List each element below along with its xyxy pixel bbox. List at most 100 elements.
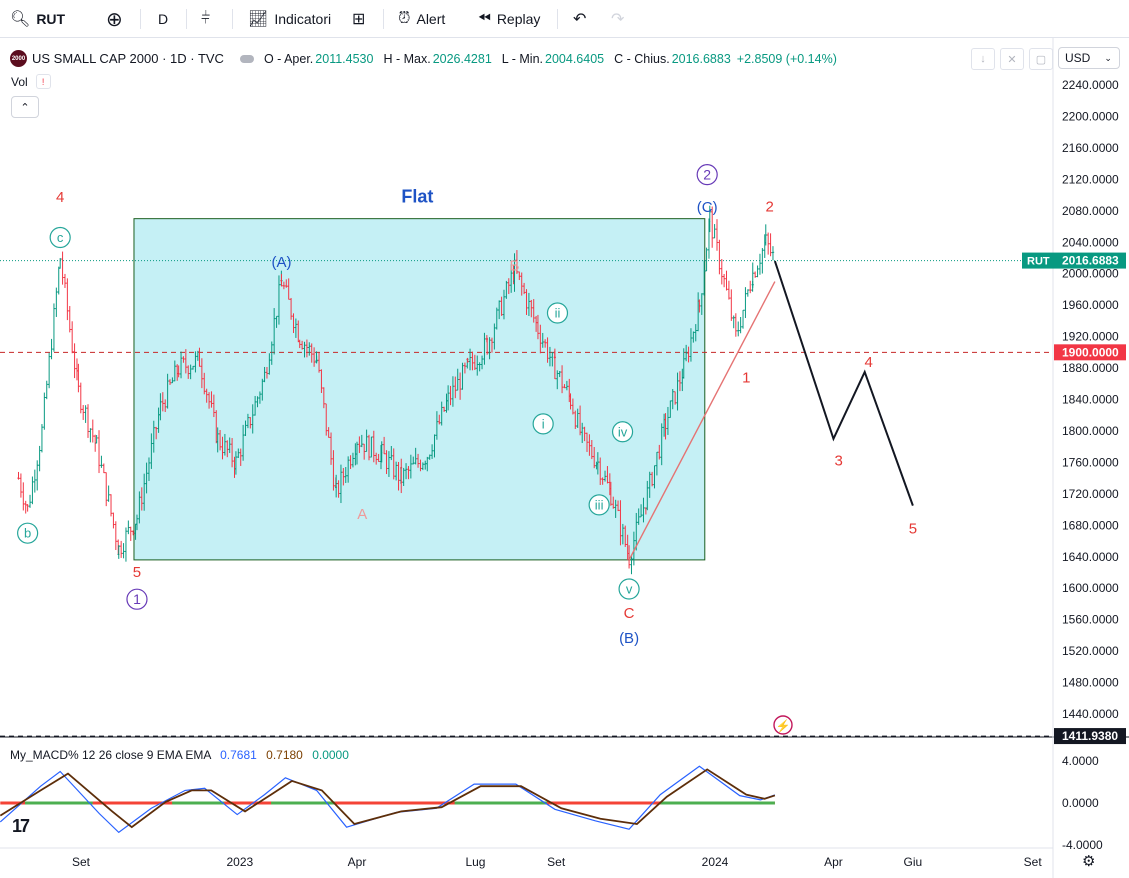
time-axis[interactable]: Set 2023 Apr Lug Set 2024 Apr Giu Set xyxy=(72,855,1042,869)
collapse-pane-button[interactable]: ✕ xyxy=(1000,48,1024,70)
interval-button[interactable]: D xyxy=(158,0,168,38)
ohlc-bar xyxy=(205,388,208,403)
wave-circle xyxy=(532,413,554,435)
symbol-search[interactable]: 🔍︎ RUT xyxy=(10,0,65,38)
ohlc-bar xyxy=(40,424,44,453)
ohlc-bar xyxy=(476,355,479,376)
ohlc-bar xyxy=(612,496,615,509)
ohlc-bar xyxy=(466,357,469,363)
drawing-lines[interactable] xyxy=(628,260,914,561)
ohlc-bar xyxy=(315,355,318,364)
ohlc-bar xyxy=(66,278,69,321)
ohlc-bar xyxy=(265,367,269,379)
ohlc-bar xyxy=(52,303,56,352)
ohlc-bar xyxy=(374,452,378,465)
indicators-button[interactable]: 📈︎ Indicatori xyxy=(248,0,331,38)
warning-icon[interactable]: ! xyxy=(35,74,51,89)
ohlc-bar xyxy=(221,436,224,460)
ohlc-bar xyxy=(632,531,636,566)
ohlc-bar xyxy=(737,321,740,337)
ohlc-bar xyxy=(81,405,85,420)
ohlc-bar xyxy=(239,448,242,466)
ohlc-bar xyxy=(588,434,591,456)
move-pane-down-button[interactable]: ↓ xyxy=(971,48,995,70)
ohlc-bar xyxy=(365,429,368,452)
wave-label: A xyxy=(357,506,367,523)
chart-type-button[interactable]: ⫩ xyxy=(201,0,216,38)
collapse-legend-button[interactable]: ⌃ xyxy=(11,96,39,118)
ohlc-bar xyxy=(671,389,674,410)
ohlc-bar xyxy=(590,439,594,460)
tradingview-logo[interactable]: 17 xyxy=(12,816,30,836)
wave-label: 1 xyxy=(126,588,148,610)
symbol-logo: 2000 xyxy=(10,50,27,67)
price-tick-label: 1640.0000 xyxy=(1062,550,1119,564)
chart-area[interactable]: Flat 1900.0000 1411.9380 RUT 2016.6883 4 c b 5… xyxy=(0,38,1129,878)
histogram-value: 0.0000 xyxy=(312,748,349,762)
ohlc-bar xyxy=(168,379,172,385)
event-marker xyxy=(773,715,793,735)
wave-label: 5 xyxy=(909,521,917,538)
wave-label: 2 xyxy=(766,198,774,215)
replay-button[interactable]: ⏪︎ Replay xyxy=(478,0,540,38)
low-value: 2004.6405 xyxy=(545,51,605,66)
alert-button[interactable]: ⏰︎ Alert xyxy=(398,0,445,38)
ohlc-bar xyxy=(325,403,328,436)
price-tick-label: 1840.0000 xyxy=(1062,393,1119,407)
price-tick-label: 2040.0000 xyxy=(1062,235,1119,249)
macd-legend[interactable]: My_MACD% 12 26 close 9 EMA EMA 0.7681 0.… xyxy=(10,748,349,762)
redo-button[interactable]: ↷ xyxy=(611,0,630,38)
ohlc-bar xyxy=(599,457,602,485)
ohlc-bar xyxy=(648,471,651,498)
ohlc-bar xyxy=(458,372,462,400)
ohlc-bar xyxy=(218,430,222,451)
ohlc-bar xyxy=(428,454,431,460)
wave-text: 4 xyxy=(56,189,64,206)
ohlc-bar xyxy=(70,321,74,354)
toolbar-divider xyxy=(557,9,558,29)
ohlc-bar xyxy=(362,443,366,460)
compare-button[interactable]: ⊕ xyxy=(106,0,129,38)
ohlc-bar xyxy=(19,473,23,498)
ohlc-bar xyxy=(658,444,661,460)
ohlc-bar xyxy=(473,354,477,371)
flat-rectangle[interactable]: Flat xyxy=(133,187,706,561)
gear-icon[interactable]: ⚙ xyxy=(1082,853,1096,870)
ohlc-bar xyxy=(272,308,276,355)
ohlc-bar xyxy=(713,224,716,239)
wave-circle xyxy=(588,494,610,516)
ohlc-bar xyxy=(682,348,685,379)
ohlc-bar xyxy=(84,405,87,423)
ohlc-bar xyxy=(17,471,20,480)
undo-button[interactable]: ↶ xyxy=(573,0,592,38)
layouts-button[interactable]: ⊞ xyxy=(352,0,371,38)
price-axis[interactable]: 2240.0000 2200.0000 2160.0000 2120.0000 2080… xyxy=(1062,78,1119,852)
undo-icon: ↶ xyxy=(573,11,587,28)
ohlc-bar xyxy=(89,428,92,443)
wave-label: (A) xyxy=(271,254,291,271)
ohlc-bar xyxy=(539,324,542,354)
wave-text: b xyxy=(24,526,31,541)
maximize-pane-button[interactable]: ▢ xyxy=(1029,48,1053,70)
ohlc-bar xyxy=(332,450,335,491)
ohlc-bar xyxy=(630,556,633,575)
ohlc-bar xyxy=(86,404,90,438)
currency-select[interactable]: USD ⌄ xyxy=(1058,47,1120,69)
high-value: 2026.4281 xyxy=(432,51,492,66)
ohlc-bar xyxy=(500,296,503,316)
ohlc-bar xyxy=(382,436,386,455)
ohlc-bar xyxy=(739,316,742,334)
ohlc-bar xyxy=(416,453,420,468)
ohlc-bar xyxy=(744,287,747,319)
ohlc-bar xyxy=(664,413,667,440)
ohlc-bar xyxy=(687,346,690,363)
volume-legend[interactable]: Vol ! xyxy=(11,74,51,89)
ohlc-bar xyxy=(571,398,575,415)
ohlc-bar xyxy=(280,273,283,287)
ohlc-bar xyxy=(527,292,531,316)
ohlc-bar xyxy=(734,313,738,337)
ohlc-bar xyxy=(124,527,128,562)
series-title[interactable]: US SMALL CAP 2000 · 1D · TVC xyxy=(32,51,224,66)
ohlc-bar xyxy=(708,205,711,233)
ohlc-bar xyxy=(226,440,229,458)
